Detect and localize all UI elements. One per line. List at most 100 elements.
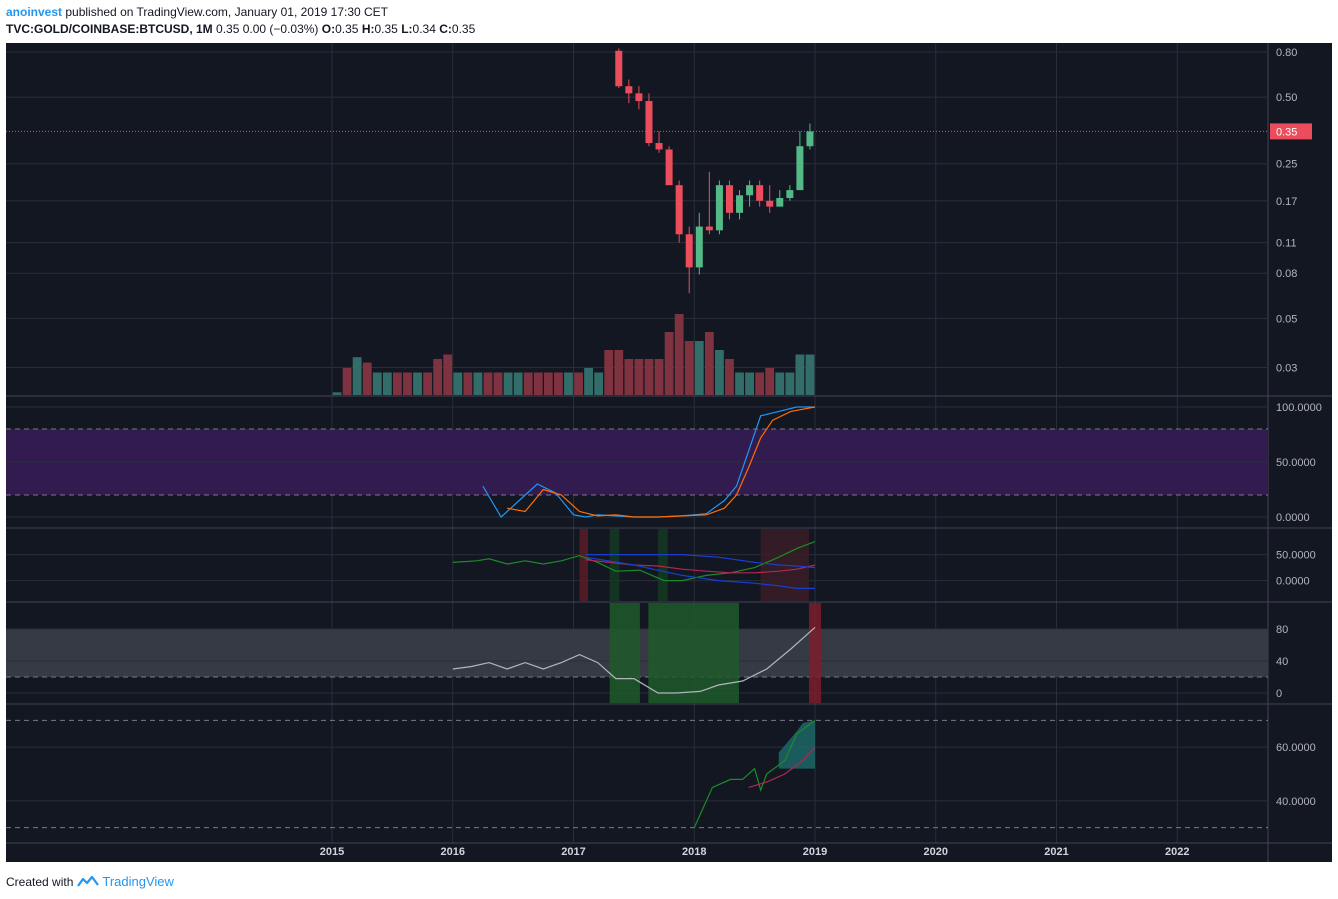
volume-bar (644, 359, 654, 395)
last-price-badge (1270, 123, 1312, 140)
last-price-label: 0.35 (1276, 126, 1297, 138)
candle-body (796, 146, 804, 191)
signal-highlight (658, 529, 668, 601)
volume-bar (745, 372, 754, 395)
signal-highlight (648, 603, 739, 703)
volume-bar (795, 354, 805, 395)
volume-bar (332, 392, 342, 395)
signal-highlight (609, 529, 620, 601)
volume-bar (533, 372, 543, 395)
chart-container[interactable]: 2015 2016 2017 2018 2019 2020 2021 2022 0.80 0.50… (6, 43, 1332, 862)
open-label: O: (321, 22, 336, 36)
volume-bar (654, 359, 664, 395)
indicator-tick-label: 40.0000 (1276, 796, 1316, 808)
x-tick-label: 2019 (803, 846, 827, 858)
volume-bar (433, 359, 443, 395)
indicator-tick-label: 0 (1276, 688, 1282, 700)
created-with-text: Created with (6, 874, 74, 889)
tradingview-brand[interactable]: TradingView (102, 874, 174, 889)
volume-bar (725, 359, 734, 395)
price-tick-label: 0.17 (1276, 196, 1297, 208)
indicator-line (452, 541, 816, 582)
x-tick-label: 2022 (1165, 846, 1189, 858)
x-tick-label: 2021 (1044, 846, 1068, 858)
signal-highlight (609, 603, 640, 703)
volume-bar (694, 341, 704, 395)
indicator-tick-label: 0.0000 (1276, 576, 1310, 588)
candle-body (766, 200, 774, 207)
signal-highlight (808, 603, 822, 703)
price-tick-label: 0.05 (1276, 313, 1297, 325)
price-tick-label: 0.03 (1276, 362, 1297, 374)
candle-body (655, 143, 663, 150)
indicator-tick-label: 40 (1276, 656, 1288, 668)
x-tick-label: 2015 (320, 846, 344, 858)
volume-bar (352, 357, 362, 395)
candle-body (756, 185, 764, 201)
symbol-name: TVC:GOLD/COINBASE:BTCUSD, 1M (6, 22, 213, 36)
publish-info: anoinvest published on TradingView.com, … (6, 5, 388, 19)
volume-bar (543, 372, 553, 395)
volume-bar (463, 372, 473, 395)
symbol-info: TVC:GOLD/COINBASE:BTCUSD, 1M 0.35 0.00 (… (6, 22, 475, 36)
volume-bar (513, 372, 523, 395)
price-tick-label: 0.80 (1276, 47, 1297, 59)
indicator-tick-label: 50.0000 (1276, 550, 1316, 562)
volume-bar (775, 372, 785, 395)
indicator-tick-label: 100.0000 (1276, 402, 1322, 414)
volume-bar (423, 372, 432, 395)
high-value: 0.35 (374, 22, 398, 36)
volume-bar (715, 350, 724, 395)
footer: Created with TradingView (6, 874, 174, 889)
author-link[interactable]: anoinvest (6, 5, 63, 19)
candle-body (615, 50, 623, 87)
volume-bar (765, 368, 775, 395)
indicator-line (585, 556, 815, 589)
volume-bar (564, 372, 573, 395)
volume-bar (584, 368, 593, 395)
volume-bar (574, 372, 583, 395)
high-label: H: (361, 22, 375, 36)
candle-body (736, 195, 744, 213)
volume-bar (413, 372, 422, 395)
published-text: published on TradingView.com, January 01… (65, 5, 389, 19)
indicator-line (452, 626, 816, 694)
indicator-tick-label: 80 (1276, 624, 1288, 636)
candle-body (776, 198, 784, 207)
price-tick-label: 0.08 (1276, 268, 1297, 280)
x-tick-label: 2016 (441, 846, 465, 858)
candle-body (695, 226, 703, 268)
volume-bar (684, 341, 694, 395)
volume-bar (785, 372, 795, 395)
volume-bar (473, 372, 483, 395)
candle-body (746, 185, 754, 196)
indicator-line (585, 554, 816, 569)
low-label: L: (401, 22, 413, 36)
candle-body (725, 185, 733, 213)
candle-body (685, 234, 693, 268)
volume-bar (554, 372, 563, 395)
signal-highlight (579, 529, 588, 601)
volume-bar (403, 372, 412, 395)
volume-bar (594, 372, 604, 395)
volume-bar (624, 359, 634, 395)
candle-body (625, 86, 633, 94)
candle-body (786, 190, 794, 199)
volume-bar (755, 372, 765, 395)
chart-svg[interactable]: 2015 2016 2017 2018 2019 2020 2021 2022 0.80 0.50… (6, 43, 1332, 862)
volume-bar (805, 354, 815, 395)
candle-body (665, 149, 673, 186)
volume-bar (443, 354, 453, 395)
price-tick-label: 0.11 (1276, 238, 1297, 250)
x-tick-label: 2017 (561, 846, 585, 858)
indicator-tick-label: 50.0000 (1276, 457, 1316, 469)
volume-bar (664, 332, 674, 395)
volume-bar (362, 362, 372, 395)
volume-bar (634, 359, 644, 395)
price-tick-label: 0.25 (1276, 159, 1297, 171)
volume-bar (735, 372, 744, 395)
last-change: 0.35 0.00 (−0.03%) (216, 22, 319, 36)
tradingview-logo-icon[interactable] (77, 875, 100, 889)
close-value: 0.35 (451, 22, 476, 36)
close-label: C: (439, 22, 452, 36)
